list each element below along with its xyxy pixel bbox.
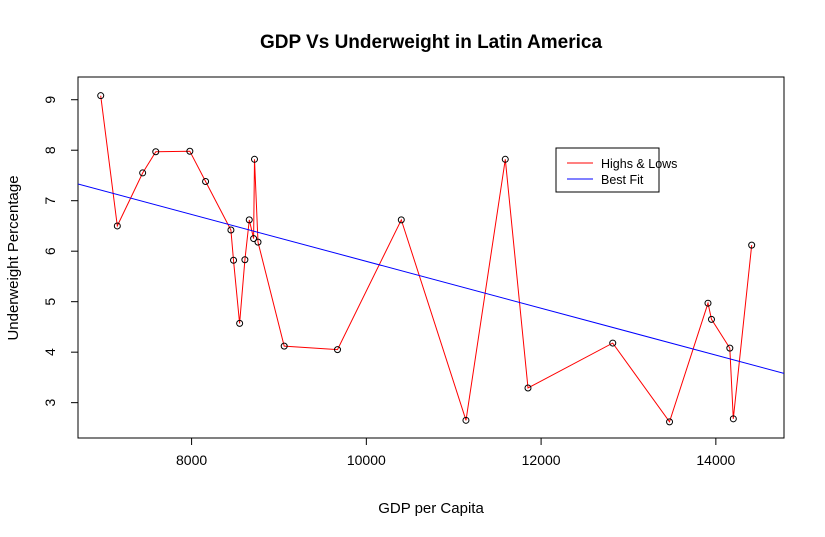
data-point <box>748 241 756 249</box>
series-line-highs-lows <box>100 95 753 423</box>
y-tick-label-5: 5 <box>42 298 58 306</box>
legend-label-highs-lows: Highs & Lows <box>601 157 677 171</box>
data-point <box>227 226 235 234</box>
data-point <box>609 339 617 347</box>
x-axis-label: GDP per Capita <box>378 500 484 517</box>
y-tick-label-4: 4 <box>42 348 58 356</box>
y-axis-label: Underweight Percentage <box>5 175 22 340</box>
data-point <box>334 346 342 354</box>
x-tick-label-8000: 8000 <box>176 452 207 468</box>
data-point <box>202 178 210 186</box>
legend-box <box>555 147 660 193</box>
y-tick-label-3: 3 <box>42 399 58 407</box>
data-point <box>397 216 405 224</box>
data-point <box>501 155 509 163</box>
x-tick-label-14000: 14000 <box>696 452 735 468</box>
legend-label-best-fit: Best Fit <box>601 173 644 187</box>
y-tick-label-8: 8 <box>42 146 58 154</box>
data-point <box>707 315 715 323</box>
y-tick-label-7: 7 <box>42 197 58 205</box>
y-axis: 3 4 5 6 7 8 9 <box>42 96 79 407</box>
y-tick-label-9: 9 <box>42 96 58 104</box>
data-point <box>230 256 238 264</box>
series-line-best-fit <box>78 183 784 374</box>
chart-title: GDP Vs Underweight in Latin America <box>260 32 603 53</box>
data-point <box>254 238 262 246</box>
x-axis: 8000 10000 12000 14000 <box>176 437 736 468</box>
data-point <box>729 415 737 423</box>
data-point <box>524 384 532 392</box>
data-point <box>250 235 258 243</box>
data-point <box>113 222 121 230</box>
data-point <box>186 147 194 155</box>
data-point <box>245 216 253 224</box>
data-point <box>251 155 258 163</box>
data-point <box>152 148 160 156</box>
data-point <box>726 344 734 352</box>
plot-area <box>78 92 784 426</box>
data-point <box>666 418 674 426</box>
data-point <box>241 256 249 264</box>
y-tick-label-6: 6 <box>42 247 58 255</box>
data-point <box>139 169 147 177</box>
plot-frame <box>77 76 785 439</box>
x-tick-label-12000: 12000 <box>522 452 561 468</box>
legend: Highs & Lows Best Fit <box>555 147 677 193</box>
data-point <box>704 299 712 307</box>
data-point <box>236 319 244 327</box>
x-tick-label-10000: 10000 <box>347 452 386 468</box>
data-point <box>280 342 288 350</box>
data-point <box>462 416 470 424</box>
data-point <box>97 92 105 100</box>
